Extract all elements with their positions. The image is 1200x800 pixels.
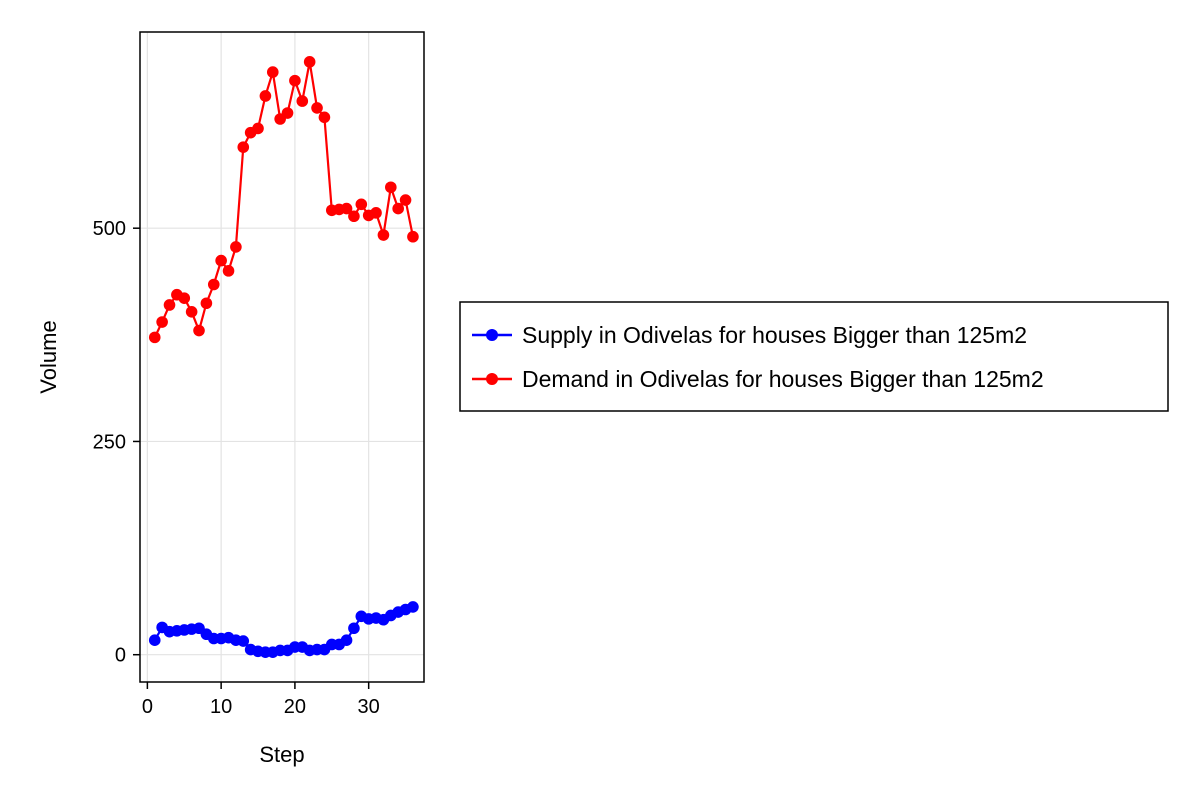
data-point-demand: [178, 292, 191, 304]
y-tick-label: 0: [115, 645, 126, 667]
data-point-demand: [266, 66, 279, 78]
data-point-demand: [252, 122, 264, 135]
data-point-demand: [193, 324, 205, 337]
legend-swatch-supply-marker: [486, 329, 498, 341]
series-layer: [148, 56, 419, 658]
data-point-demand: [222, 265, 235, 277]
x-tick-label: 30: [358, 696, 380, 718]
x-tick-label: 0: [142, 696, 153, 718]
data-point-demand: [303, 56, 316, 68]
series-line-demand: [153, 60, 415, 338]
data-point-supply: [340, 634, 353, 647]
data-point-demand: [185, 305, 198, 318]
data-point-demand: [281, 107, 294, 119]
data-point-supply: [148, 634, 161, 647]
data-point-demand: [340, 202, 353, 215]
data-point-demand: [296, 95, 309, 107]
data-point-demand: [392, 202, 404, 215]
data-point-demand: [237, 141, 250, 153]
legend: Supply in Odivelas for houses Bigger tha…: [459, 301, 1169, 412]
data-point-supply: [407, 601, 419, 613]
data-point-demand: [259, 90, 272, 102]
data-point-demand: [289, 74, 301, 87]
data-point-demand: [407, 230, 419, 243]
data-point-supply: [237, 635, 250, 647]
data-point-demand: [377, 229, 390, 241]
data-point-demand: [163, 299, 176, 311]
series-supply: [148, 601, 419, 658]
x-axis-label: Step: [259, 742, 304, 767]
data-point-demand: [156, 316, 168, 328]
y-tick-label: 250: [93, 431, 126, 453]
x-axis-ticks: 0 10 20 30: [142, 682, 380, 718]
y-tick-label: 500: [93, 218, 126, 240]
y-axis-label: Volume: [36, 320, 61, 393]
data-point-demand: [318, 111, 331, 124]
data-point-demand: [215, 254, 227, 267]
data-point-demand: [348, 210, 360, 223]
data-point-demand: [370, 207, 382, 219]
legend-label-supply: Supply in Odivelas for houses Bigger tha…: [522, 322, 1027, 348]
data-point-demand: [148, 331, 161, 344]
plot-frame: [139, 31, 425, 683]
data-point-demand: [230, 241, 242, 253]
y-axis-ticks: 0 250 500: [93, 218, 140, 667]
data-point-demand: [399, 194, 412, 206]
data-point-supply: [348, 622, 360, 635]
grid: [140, 32, 424, 682]
data-point-demand: [207, 278, 220, 291]
series-demand: [148, 56, 419, 344]
data-point-demand: [200, 297, 213, 310]
legend-swatch-demand-marker: [486, 373, 498, 385]
data-point-demand: [385, 181, 397, 194]
data-point-demand: [311, 102, 323, 114]
legend-box: [459, 301, 1169, 412]
legend-label-demand: Demand in Odivelas for houses Bigger tha…: [522, 366, 1044, 392]
data-point-demand: [355, 198, 368, 211]
x-tick-label: 10: [210, 696, 232, 718]
x-tick-label: 20: [284, 696, 306, 718]
